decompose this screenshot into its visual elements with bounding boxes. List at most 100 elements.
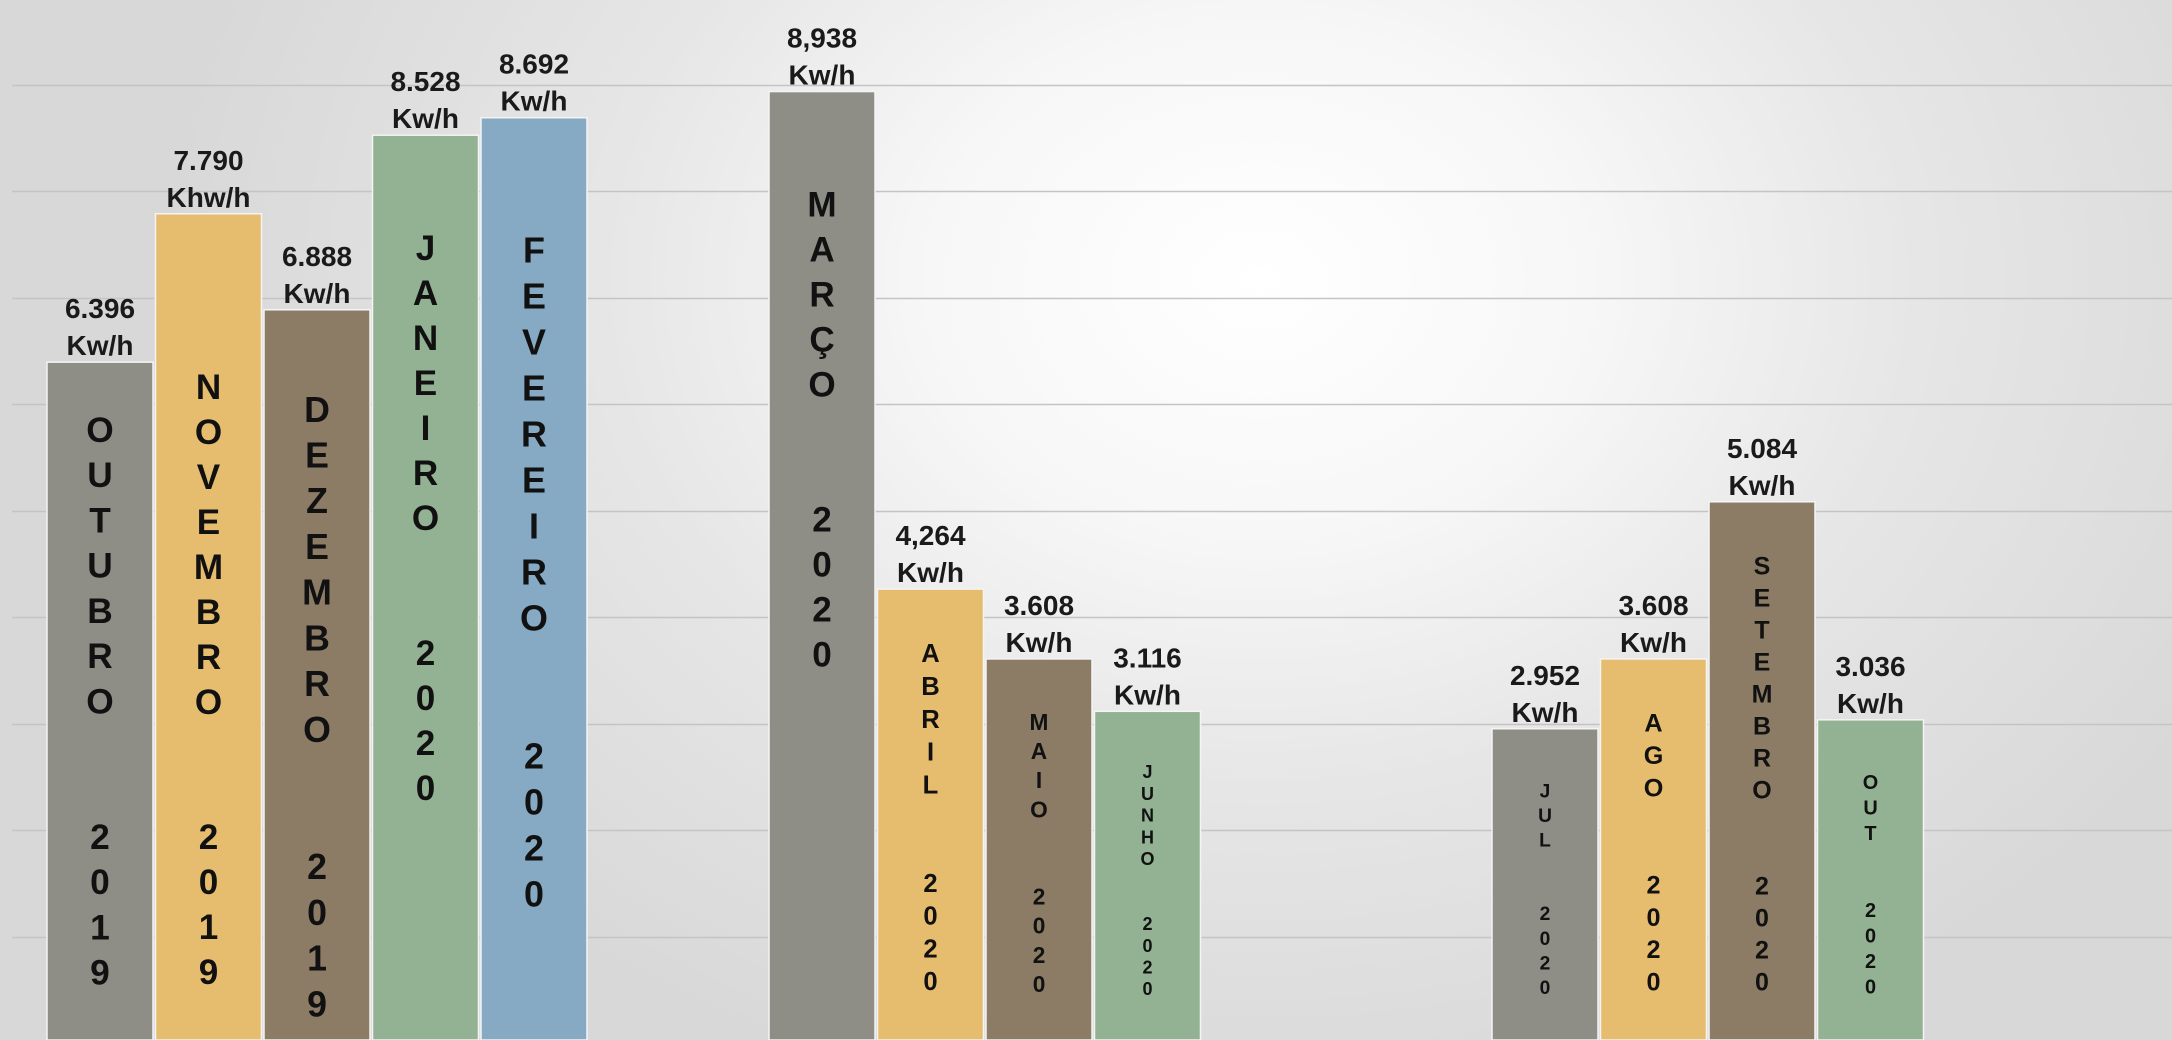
bar-category-letter: 0	[90, 863, 110, 902]
bar-outubro-2019	[46, 361, 154, 1040]
bar-category-letter: M	[194, 548, 223, 587]
bar-category-letter: 1	[307, 939, 327, 979]
bar-category-letter: O	[195, 413, 222, 452]
bar-category-letter: 0	[1142, 979, 1152, 999]
bar-category-letter: F	[523, 231, 545, 271]
bar-category-letter: G	[1644, 742, 1664, 770]
bar-category-letter: V	[197, 458, 221, 497]
bar-category-letter: E	[1754, 649, 1771, 677]
bar-category-letter: A	[921, 640, 939, 668]
bar-category-letter: J	[1540, 781, 1551, 802]
bar-category-letter: 2	[1142, 914, 1152, 934]
bar-unit-label: Kw/h	[1006, 627, 1073, 658]
bar-category-letter: R	[304, 664, 330, 704]
bar-category-letter: U	[1538, 806, 1552, 827]
bar-category-letter: 0	[1033, 971, 1046, 997]
bar-category-letter: N	[1141, 806, 1154, 826]
bar-fevereiro-2020	[480, 116, 588, 1040]
bar-category-letter: J	[1142, 762, 1152, 782]
bar-category-letter: R	[196, 638, 221, 677]
bar-category-letter: O	[520, 599, 548, 639]
bar-value-label: 3.608	[1618, 590, 1688, 621]
bar-category-letter: S	[1754, 552, 1771, 580]
bar-unit-label: Kw/h	[67, 330, 134, 361]
bar-category-letter: 2	[416, 634, 436, 673]
bar-category-letter: M	[807, 186, 836, 225]
bar-value-label: 5.084	[1727, 433, 1797, 464]
bar-category-letter: E	[522, 461, 546, 501]
bar-unit-label: Khw/h	[167, 182, 251, 213]
bar-unit-label: Kw/h	[1837, 688, 1904, 719]
bar-novembro-2019	[154, 213, 263, 1040]
bar-category-letter: O	[195, 683, 222, 722]
bar-category-letter: 2	[307, 847, 327, 887]
bar-category-letter: 1	[90, 908, 110, 947]
bar-category-letter: 9	[199, 953, 219, 992]
bar-junho-2020	[1093, 710, 1202, 1040]
bar-category-letter: R	[1753, 745, 1771, 773]
bar-category-letter: 1	[199, 908, 219, 947]
bar-category-letter: 0	[307, 893, 327, 933]
bar-jul-2020	[1491, 728, 1599, 1040]
bar-category-letter: R	[921, 706, 939, 734]
bar-category-letter: O	[86, 411, 113, 450]
bar-category-letter: 0	[524, 875, 544, 915]
bar-category-letter: 2	[90, 818, 110, 857]
bar-category-letter: 2	[1865, 900, 1876, 922]
bar-category-letter: M	[302, 573, 332, 613]
bar-category-letter: T	[89, 502, 111, 541]
bar-category-letter: O	[1030, 796, 1048, 822]
bar-category-letter: Z	[306, 481, 328, 521]
bar-category-letter: 0	[923, 968, 937, 996]
bar-category-letter: Ç	[809, 321, 834, 360]
bar-janeiro-2020	[371, 134, 480, 1040]
bars: O U T U B R O 2 0 1 9N O V E M B R O 2 0 1 9D E Z E M B R O 2 0 1 9J A N E I…	[46, 90, 1925, 1040]
bar-category-letter: 2	[1755, 873, 1769, 901]
bar-category-letter: 2	[524, 737, 544, 777]
bar-setembro-2020	[1708, 501, 1816, 1040]
bar-category-letter: E	[522, 369, 546, 409]
bar-category-letter: 2	[199, 818, 219, 857]
bar-category-letter: B	[196, 593, 221, 632]
bar-category-letter: 0	[1540, 978, 1551, 999]
bar-category-letter: 0	[199, 863, 219, 902]
bar-category-letter: T	[1754, 616, 1769, 644]
bar-category-letter: 0	[1646, 968, 1660, 996]
bar-category-letter: O	[1140, 849, 1154, 869]
bar-category-letter: A	[1031, 738, 1047, 764]
bar-category-letter: 0	[812, 636, 832, 675]
bar-category-letter: 0	[524, 783, 544, 823]
bar-category-letter: H	[1141, 827, 1154, 847]
bar-maio-2020	[985, 658, 1093, 1040]
bar-category-letter: 0	[416, 679, 436, 718]
bar-ago-2020	[1599, 658, 1708, 1040]
bar-category-letter: B	[87, 592, 113, 631]
bar-category-letter: U	[87, 456, 113, 495]
bar-value-label: 2.952	[1510, 660, 1580, 691]
bar-category-letter: R	[413, 454, 438, 493]
bar-category-letter: 0	[1865, 977, 1876, 999]
bar-category-letter: D	[304, 390, 330, 430]
bar-category-letter: E	[197, 503, 220, 542]
bar-value-label: 8,938	[787, 23, 857, 54]
bar-category-letter: 2	[812, 591, 832, 630]
bar-unit-label: Kw/h	[1114, 679, 1181, 710]
bar-abril-2020	[876, 588, 985, 1040]
bar-value-label: 3.116	[1113, 642, 1182, 673]
bar-category-letter: 2	[812, 501, 832, 540]
bar-category-letter: O	[1863, 772, 1878, 794]
bar-category-letter: N	[413, 319, 438, 358]
bar-category-letter: 2	[1646, 871, 1660, 899]
bar-value-label: 7.790	[173, 145, 243, 176]
bar-category-letter: U	[1141, 784, 1154, 804]
bar-category-letter: E	[1754, 584, 1771, 612]
bar-dezembro-2019	[263, 309, 371, 1040]
bar-category-letter: O	[1752, 777, 1771, 805]
